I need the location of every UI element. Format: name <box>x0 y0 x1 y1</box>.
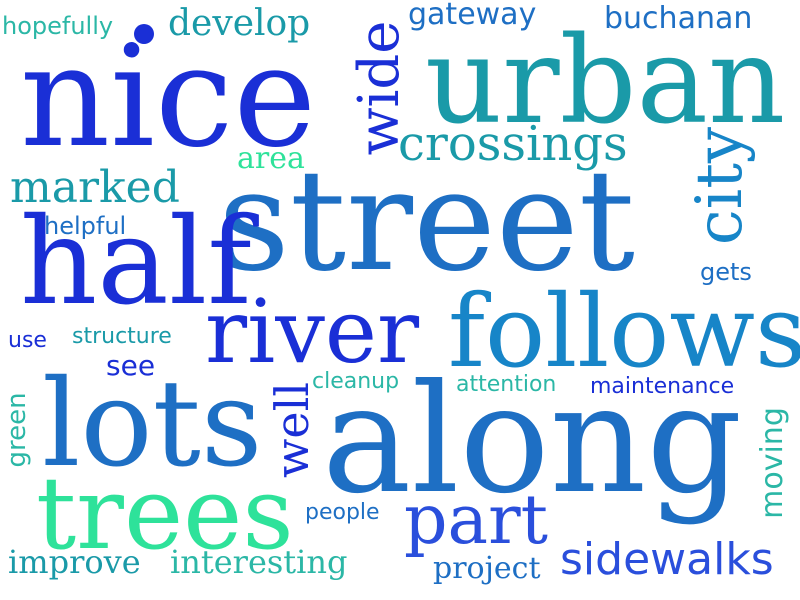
word-follows: follows <box>448 273 800 390</box>
word-cleanup: cleanup <box>312 369 400 394</box>
word-green: green <box>2 392 32 468</box>
word-gateway: gateway <box>408 0 537 32</box>
word-people: people <box>305 500 380 525</box>
word-attention: attention <box>456 372 557 397</box>
word-well: well <box>265 381 319 479</box>
word-urban: urban <box>425 12 786 151</box>
word-sidewalks: sidewalks <box>560 534 774 585</box>
dot-glyph <box>134 24 154 44</box>
word-buchanan: buchanan <box>604 1 753 36</box>
word-street: street <box>218 140 635 303</box>
word-structure: structure <box>72 324 172 349</box>
word-moving: moving <box>755 407 790 519</box>
word-trees: trees <box>36 455 294 572</box>
word-hopefully: hopefully <box>2 12 114 40</box>
word-city: city <box>683 126 757 246</box>
word-lots: lots <box>42 355 263 494</box>
word-along: along <box>322 353 743 527</box>
word-nice: nice <box>20 16 317 179</box>
word-helpful: helpful <box>44 212 127 240</box>
word-interesting: interesting <box>170 543 348 581</box>
word-half: half <box>20 193 252 332</box>
word-see: see <box>106 349 156 382</box>
word-area: area <box>237 141 305 176</box>
word-project: project <box>433 551 541 586</box>
word-gets: gets <box>700 258 752 286</box>
word-part: part <box>404 481 548 560</box>
word-marked: marked <box>10 162 180 213</box>
word-river: river <box>205 280 420 383</box>
word-crossings: crossings <box>398 116 628 172</box>
word-maintenance: maintenance <box>590 374 735 399</box>
word-use: use <box>8 328 47 353</box>
word-wide: wide <box>347 20 412 156</box>
word-improve: improve <box>8 543 141 581</box>
word-develop: develop <box>168 3 311 44</box>
